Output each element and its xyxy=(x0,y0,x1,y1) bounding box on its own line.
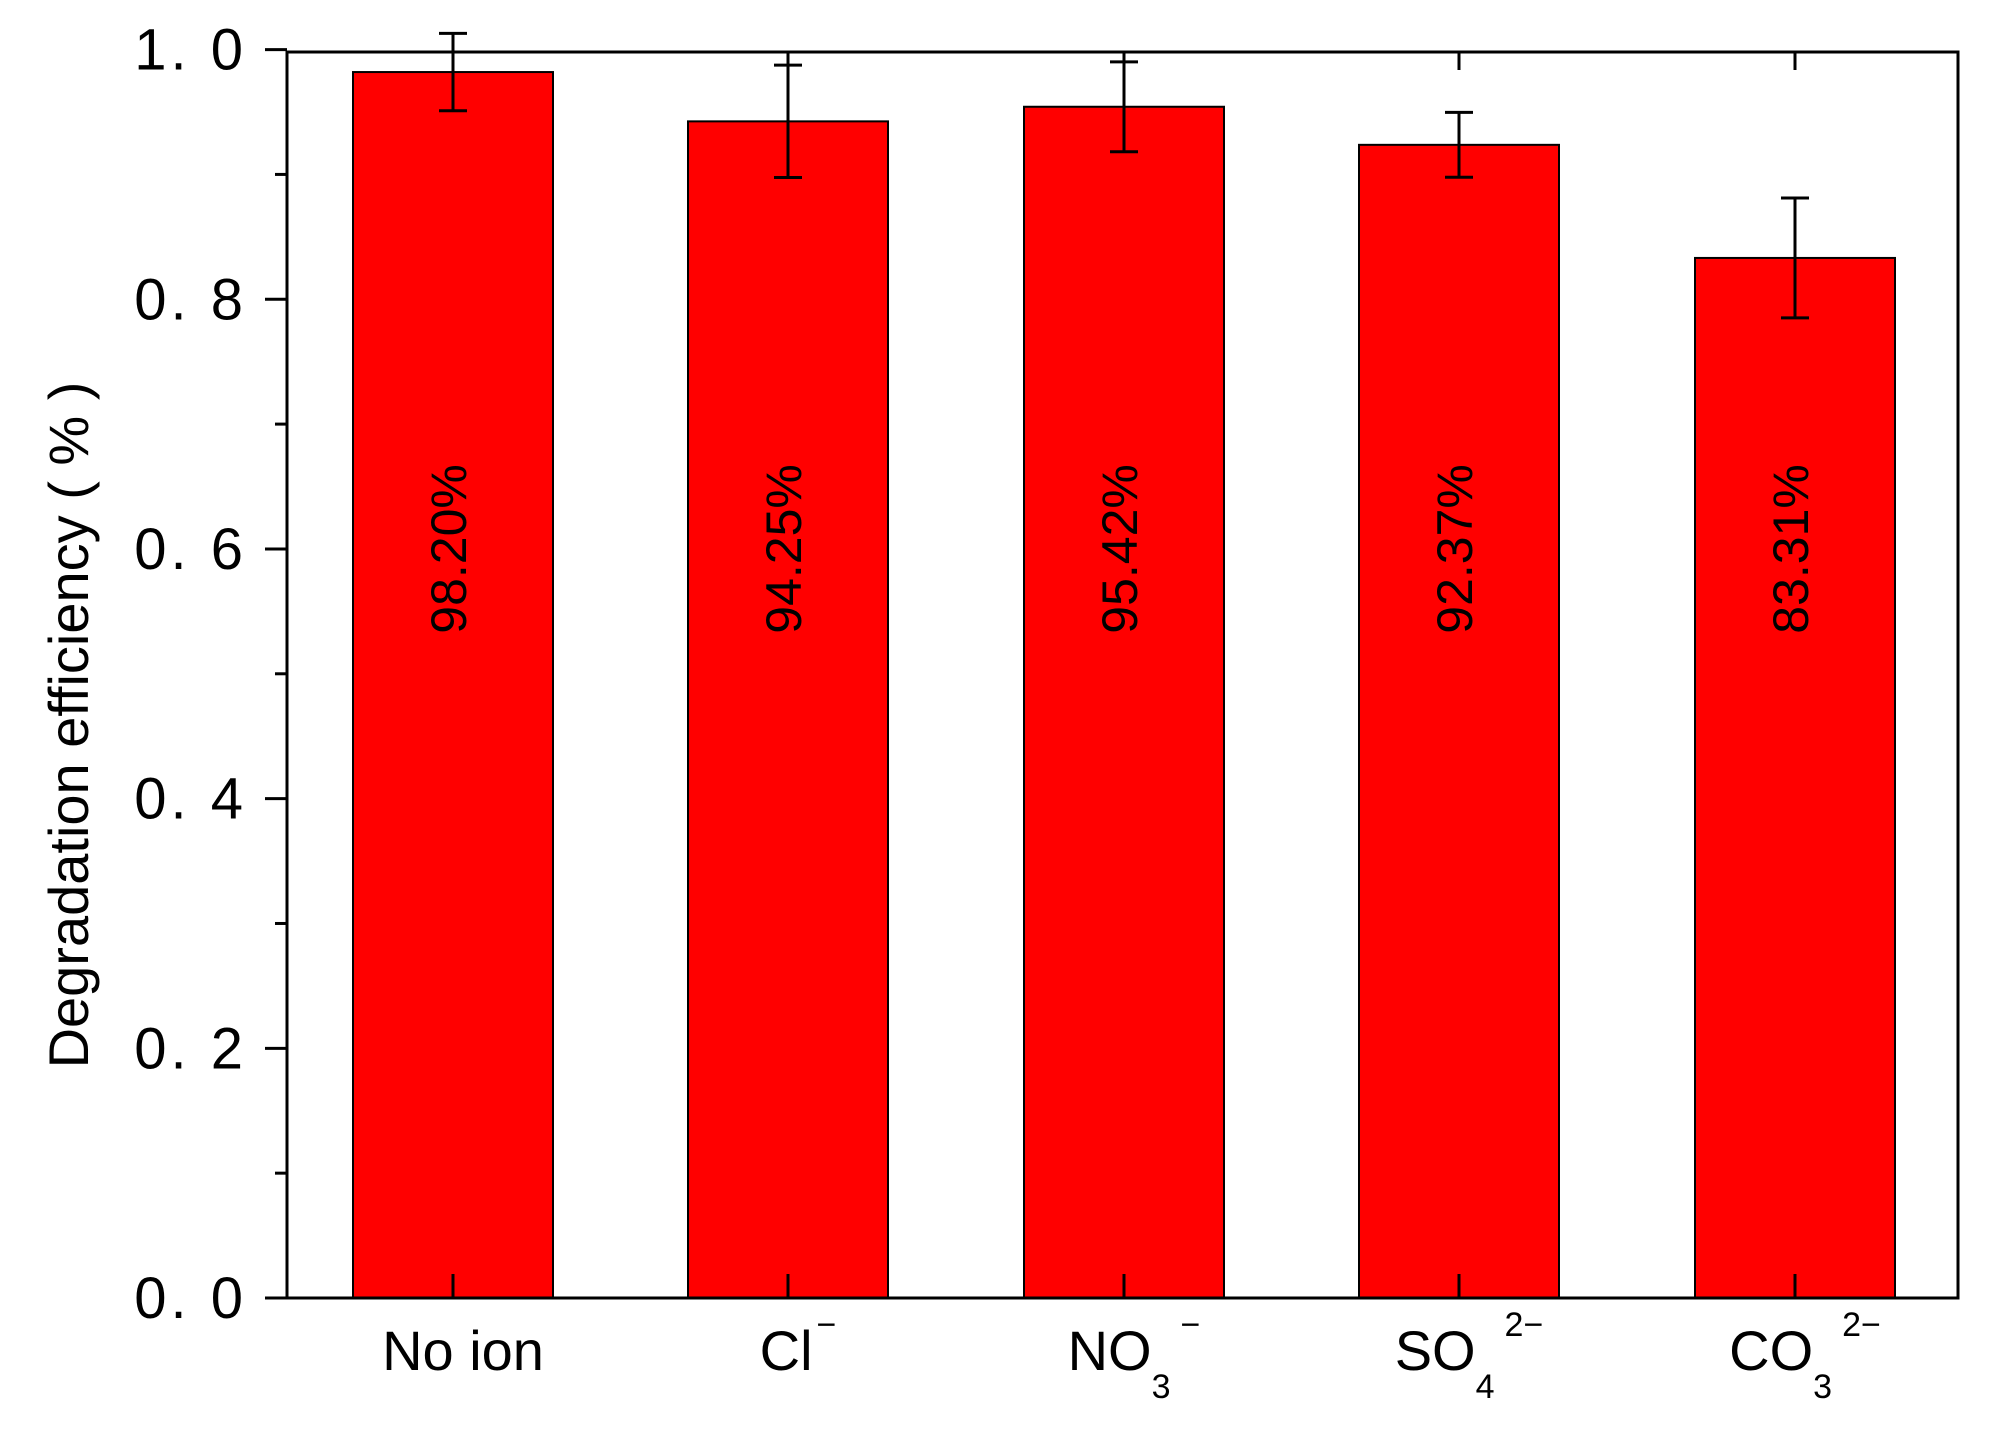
bar xyxy=(1694,256,1896,1299)
x-tick-label-base: No ion xyxy=(382,1319,544,1382)
bar xyxy=(1023,105,1225,1300)
y-tick-label: 0. 4 xyxy=(134,767,247,832)
y-tick-label: 0. 0 xyxy=(134,1266,247,1331)
data-label: 92.37% xyxy=(1427,464,1483,634)
error-bar xyxy=(439,31,467,113)
x-tick-label: CO3 2− xyxy=(1729,1306,1881,1406)
x-tick-label-base: SO xyxy=(1395,1319,1476,1382)
y-axis-title: Degradation efficiency ( % ) xyxy=(37,382,100,1069)
x-tick-label-superscript: − xyxy=(1181,1306,1201,1344)
x-tick-label: NO3− xyxy=(1068,1306,1201,1406)
error-bar xyxy=(1781,196,1809,320)
y-tick-label: 0. 6 xyxy=(134,517,247,582)
x-tick-label-base: CO xyxy=(1729,1319,1813,1382)
data-labels-layer: 98.20% 94.25% 95.42% 92.37% 83.31% xyxy=(421,464,1819,634)
bars-layer xyxy=(352,71,1896,1300)
x-tick-label-subscript: 3 xyxy=(1152,1368,1171,1406)
x-tick-label-base: NO xyxy=(1068,1319,1152,1382)
y-tick-label: 1. 0 xyxy=(134,18,247,83)
bar xyxy=(1358,143,1560,1299)
error-bars-layer xyxy=(439,31,1809,320)
x-tick-label-base: Cl xyxy=(760,1319,813,1382)
x-tick-label-superscript: 2− xyxy=(1842,1306,1881,1344)
data-label: 94.25% xyxy=(756,464,812,634)
bar xyxy=(687,120,889,1299)
bar xyxy=(352,71,554,1299)
x-tick-label-subscript: 4 xyxy=(1476,1368,1495,1406)
x-tick-label-subscript: 3 xyxy=(1813,1368,1832,1406)
y-tick-label: 0. 8 xyxy=(134,267,247,332)
y-tick-label: 0. 2 xyxy=(134,1016,247,1081)
x-tick-label: SO4 2− xyxy=(1395,1306,1544,1406)
data-label: 83.31% xyxy=(1763,464,1819,634)
y-axis: 0. 0 0. 2 0. 4 0. 6 0. 8 1. 0 xyxy=(134,18,287,1331)
data-label: 98.20% xyxy=(421,464,477,634)
x-tick-label-superscript: 2− xyxy=(1505,1306,1544,1344)
x-axis: No ion Cl − NO3− SO42− CO32− xyxy=(382,52,1881,1406)
x-tick-label: Cl − xyxy=(760,1306,837,1382)
x-tick-label: No ion xyxy=(382,1319,544,1382)
error-bar xyxy=(1445,110,1473,179)
data-label: 95.42% xyxy=(1092,464,1148,634)
x-tick-label-superscript: − xyxy=(817,1306,837,1344)
